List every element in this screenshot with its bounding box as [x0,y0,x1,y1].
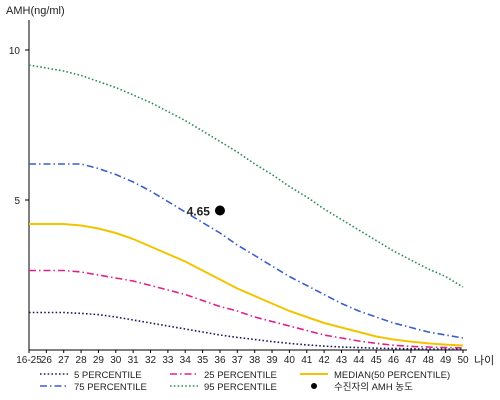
legend-label: 95 PERCENTILE [204,382,277,393]
series-line [29,223,464,347]
y-tick-label: 10 [9,46,21,57]
legend-label: 75 PERCENTILE [74,382,147,393]
x-tick-label: 46 [388,355,400,366]
x-tick-label: 48 [423,355,435,366]
x-tick-label: 16-25 [16,355,42,366]
x-tick-label: 30 [110,355,122,366]
x-tick-label: 40 [284,355,296,366]
patient-amh-point [214,205,225,216]
series-line [29,311,464,351]
x-tick-label: 32 [145,355,157,366]
x-tick-label: 34 [180,355,192,366]
x-tick-label: 37 [232,355,244,366]
x-tick-label: 39 [266,355,278,366]
legend-label: 5 PERCENTILE [74,370,142,381]
x-tick-label: 29 [93,355,105,366]
x-tick-label: 47 [405,355,417,366]
series-line [29,269,464,349]
legend-label: 수진자의 AMH 농도 [334,382,413,393]
patient-amh-value: 4.65 [187,205,211,219]
x-tick-label: 49 [440,355,452,366]
x-tick-label: 31 [128,355,140,366]
legend-marker [311,383,317,389]
series-lines [28,64,464,351]
y-tick-label: 5 [14,196,20,207]
legend: 5 PERCENTILE 25 PERCENTILE MEDIAN(50 PERCE… [40,370,450,393]
series-line [28,64,464,288]
x-tick-label: 33 [162,355,174,366]
x-tick-label: 45 [371,355,383,366]
x-tick-label: 28 [76,355,88,366]
x-tick-label: 38 [249,355,261,366]
x-tick-label: 42 [319,355,331,366]
legend-label: MEDIAN(50 PERCENTILE) [334,370,450,381]
y-axis-label: AMH(ng/ml) [6,5,65,17]
x-tick-label: 36 [214,355,226,366]
x-tick-label: 43 [336,355,348,366]
x-tick-label: 50 [457,355,469,366]
x-axis-label: 나이 [474,354,494,367]
x-tick-label: 27 [58,355,70,366]
patient-marker: 4.65 [187,205,225,219]
x-tick-label: 26 [41,355,53,366]
x-ticks: 16-25 26 27 28 29 30 31 32 33 34 35 36 37 38 39 40 41 42 4… [16,350,469,366]
x-tick-label: 44 [353,355,365,366]
axes [28,20,467,351]
legend-label: 25 PERCENTILE [204,370,277,381]
x-tick-label: 41 [301,355,313,366]
y-ticks: 5 10 [9,46,29,207]
series-line [29,163,464,339]
x-tick-label: 35 [197,355,209,366]
